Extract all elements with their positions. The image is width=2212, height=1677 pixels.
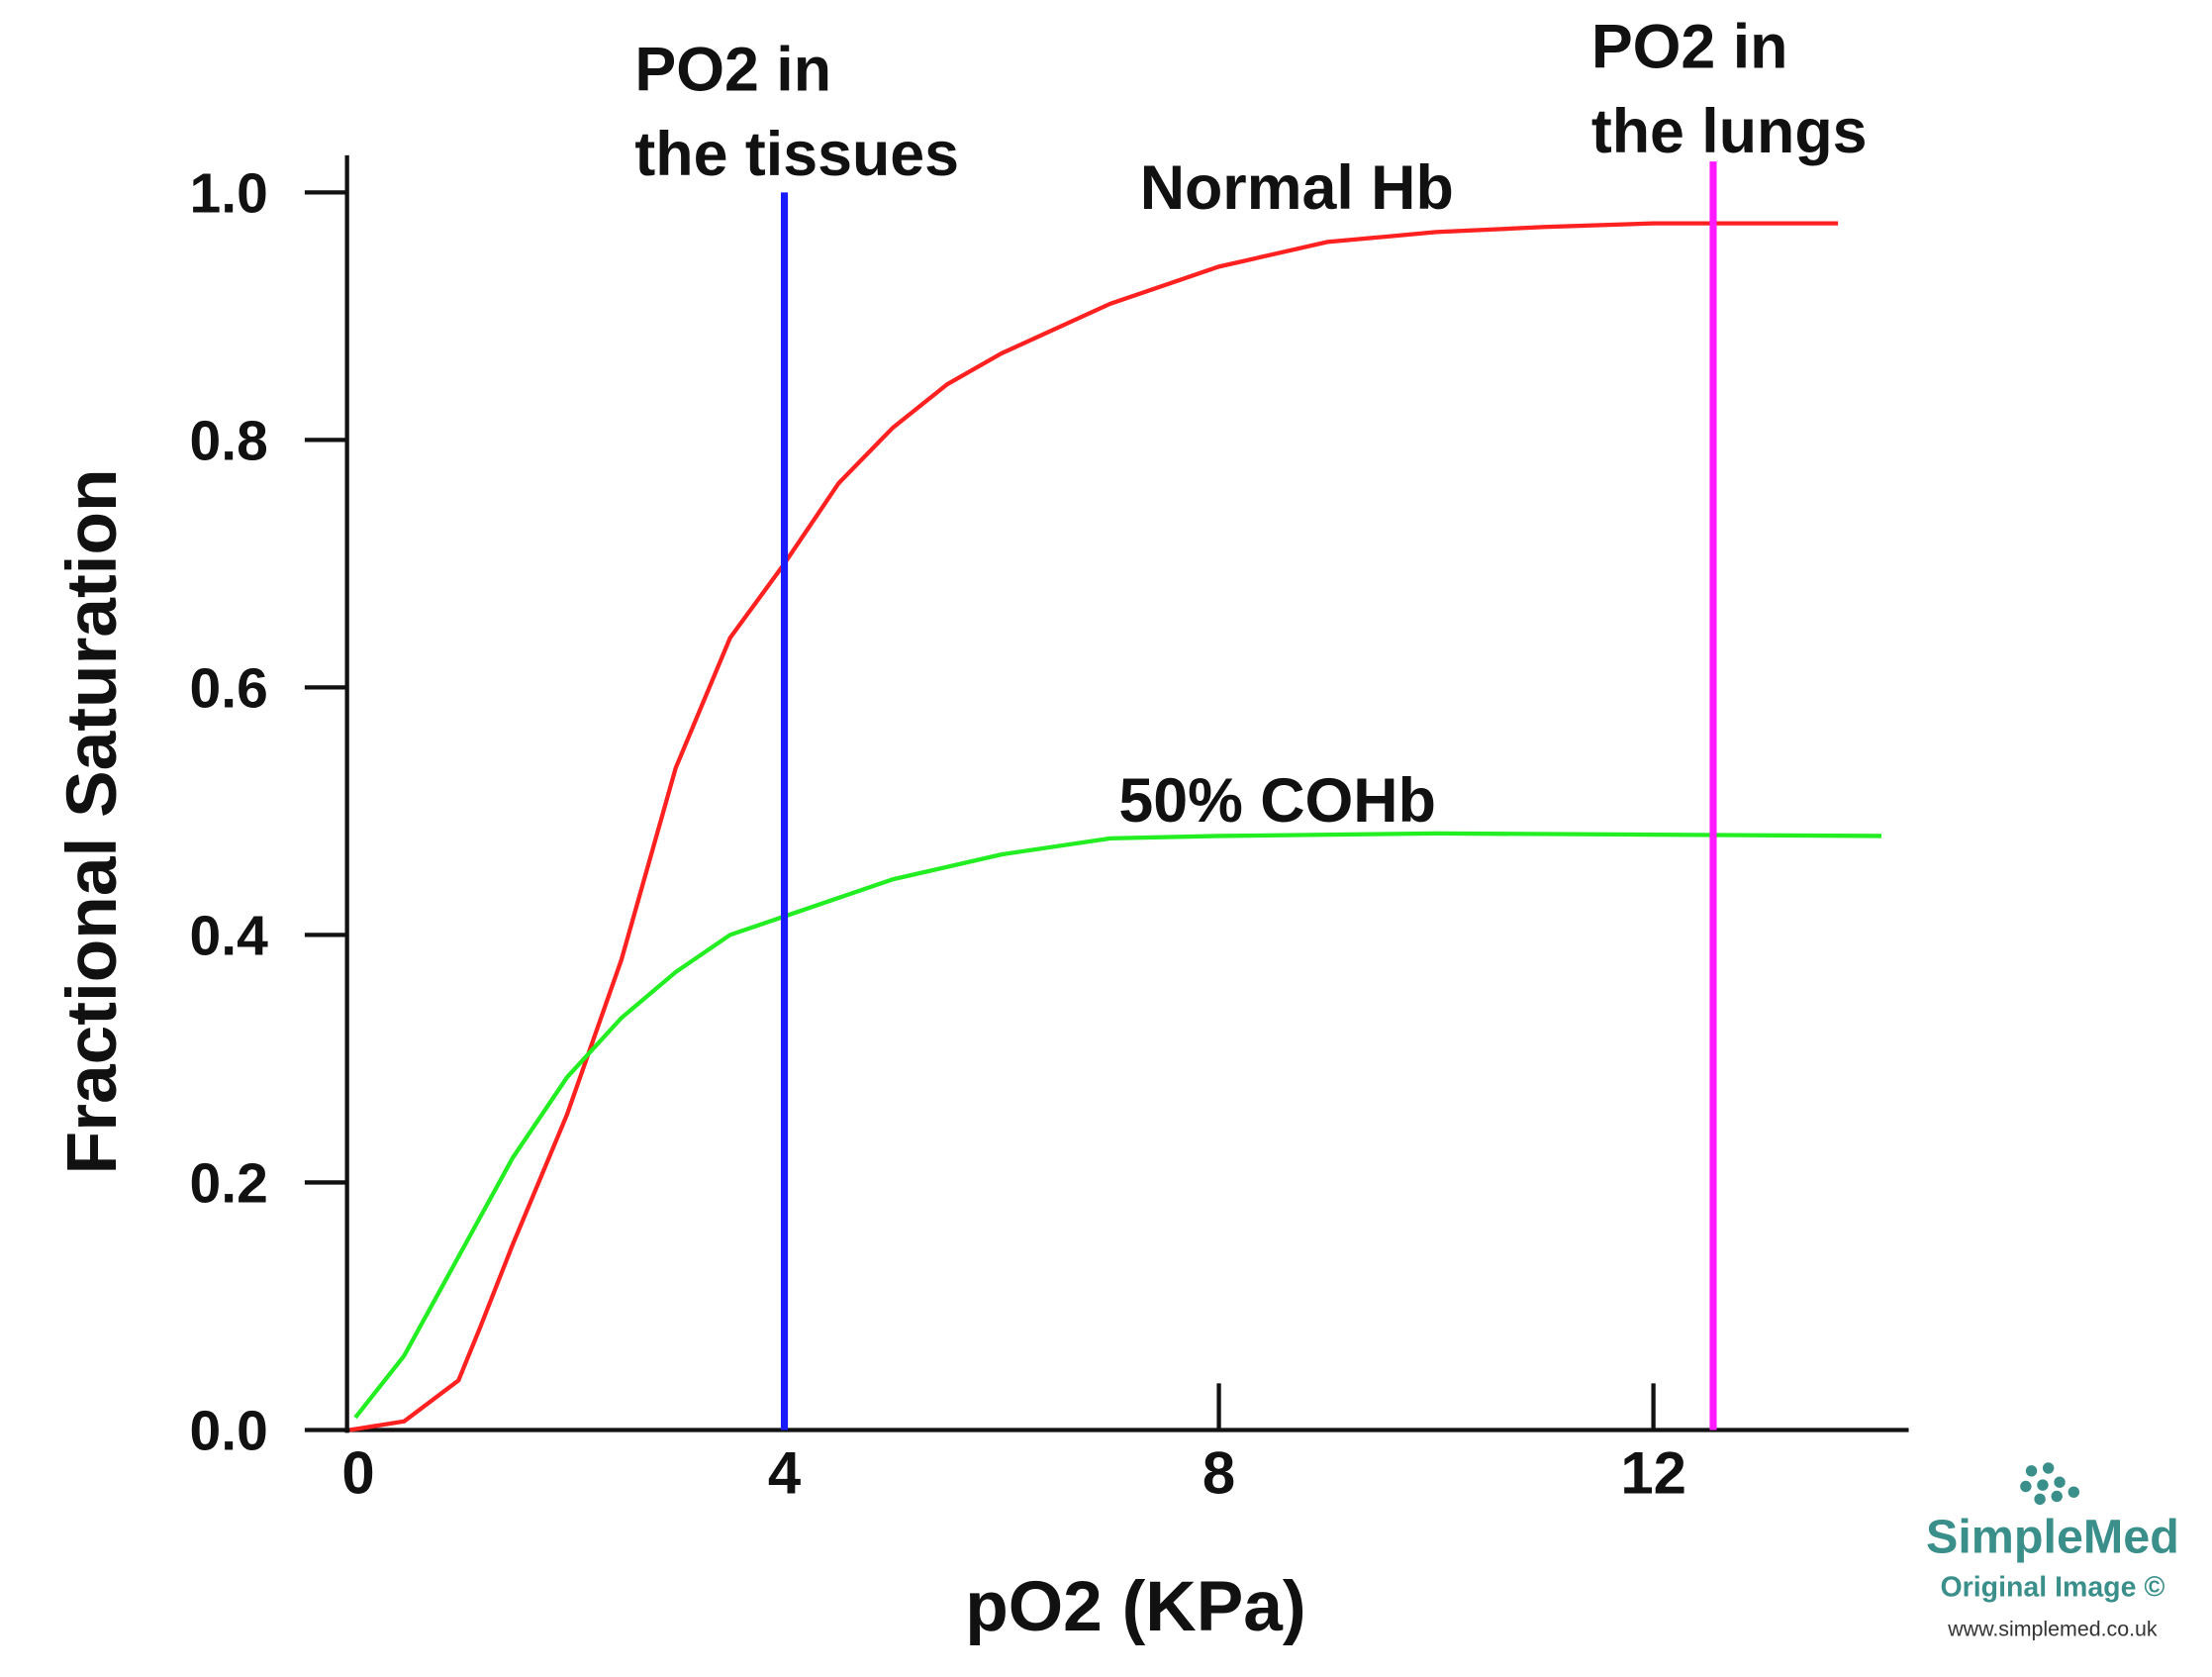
logo-icon — [2020, 1462, 2080, 1506]
data-line — [353, 831, 1882, 1420]
y-tick-label: 0.4 — [190, 904, 269, 967]
y-tick-label: 0.8 — [190, 409, 268, 472]
series-label: 50% COHb — [1118, 766, 1436, 836]
watermark-url: www.simplemed.co.uk — [1947, 1618, 2158, 1641]
y-tick-label: 0.6 — [190, 656, 268, 720]
y-tick-label: 1.0 — [190, 161, 268, 225]
x-tick-label: 12 — [1620, 1440, 1686, 1507]
y-tick-label: 0.2 — [190, 1151, 268, 1215]
reference-label: the tissues — [634, 120, 959, 189]
reference-label: the lungs — [1591, 97, 1868, 166]
y-axis-title: Fractional Saturation — [52, 468, 132, 1174]
x-tick-label: 8 — [1202, 1440, 1235, 1507]
y-tick-label: 0.0 — [190, 1399, 268, 1462]
x-axis-title: pO2 (KPa) — [965, 1567, 1305, 1646]
data-line — [349, 221, 1839, 1432]
watermark: SimpleMed Original Image © www.simplemed… — [1926, 1462, 2179, 1641]
x-tick-label: 0 — [341, 1440, 374, 1507]
series-label: Normal Hb — [1140, 153, 1454, 223]
watermark-brand: SimpleMed — [1926, 1511, 2179, 1564]
x-tick-label: 4 — [768, 1440, 801, 1507]
reference-label: PO2 in — [1591, 12, 1788, 81]
watermark-note: Original Image © — [1941, 1572, 2165, 1604]
reference-label: PO2 in — [634, 35, 831, 104]
